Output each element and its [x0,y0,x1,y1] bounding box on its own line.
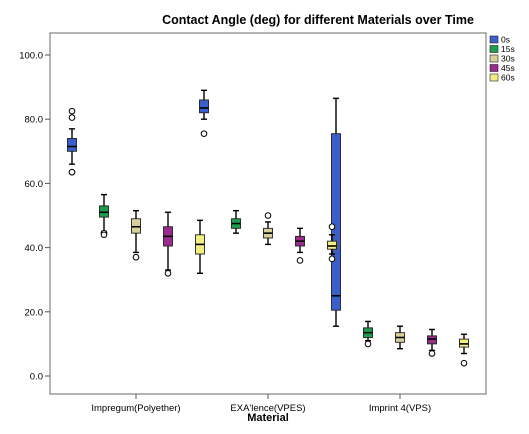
y-tick-label: 0.0 [30,372,43,383]
outlier-point [328,223,336,231]
box-15s-1 [231,209,241,234]
legend-label-60s: 60s [501,73,515,83]
outlier-point [328,255,336,263]
legend-label-15s: 15s [501,44,515,54]
legend-label-45s: 45s [501,63,515,73]
box-body [199,99,209,114]
box-45s-1 [295,227,305,264]
legend-swatch-15s [489,45,499,53]
box-body [459,338,469,348]
legend-swatch-45s [489,64,499,72]
y-axis: 0.0 20.0 40.0 60.0 80.0 100.0 [19,51,50,383]
box-body [131,218,141,234]
box-body [331,133,341,311]
box-0s-0 [67,107,77,176]
x-axis: Impregum(Polyether) EXA'lence(VPES) Imprin… [91,394,431,414]
box-30s-0 [131,209,141,261]
box-45s-2 [427,328,437,357]
legend-label-0s: 0s [501,35,510,45]
box-30s-1 [263,212,273,246]
outlier-point [68,107,76,115]
box-body [327,240,337,250]
box-body [67,138,77,152]
box-15s-2 [363,320,373,348]
outlier-point [164,269,172,277]
box-0s-2 [331,97,341,327]
outlier-point [296,257,304,264]
x-tick-label: EXA'lence(VPES) [230,403,305,414]
outlier-point [68,114,76,121]
box-0s-1 [199,89,209,137]
y-tick-label: 80.0 [25,115,44,126]
y-tick-label: 40.0 [25,243,44,254]
y-tick-label: 20.0 [25,307,44,318]
x-axis-label: Material [247,412,289,424]
legend-swatch-60s [489,73,499,82]
outlier-point [100,231,108,239]
box-45s-0 [163,211,173,277]
legend-swatch-0s [489,35,499,44]
legend-label-30s: 30s [501,54,515,64]
outlier-point [68,168,76,176]
box-60s-1 [327,223,337,263]
box-series-group [67,89,469,367]
box-15s-0 [99,193,109,239]
x-tick-label: Imprint 4(VPS) [369,403,431,414]
outlier-point [428,350,436,357]
outlier-point [264,212,272,219]
outlier-point [460,359,468,367]
legend-swatch-30s [489,54,499,63]
box-60s-0 [195,219,205,274]
y-tick-label: 100.0 [19,51,43,62]
box-body [427,335,437,345]
outlier-point [132,253,140,261]
x-tick-label: Impregum(Polyether) [91,403,180,414]
box-60s-2 [459,333,469,367]
chart-title: Contact Angle (deg) for different Materi… [162,13,474,27]
y-tick-label: 60.0 [25,179,44,190]
box-body [99,205,109,218]
outlier-point [200,130,208,137]
box-30s-2 [395,325,405,350]
outlier-point [364,340,372,348]
